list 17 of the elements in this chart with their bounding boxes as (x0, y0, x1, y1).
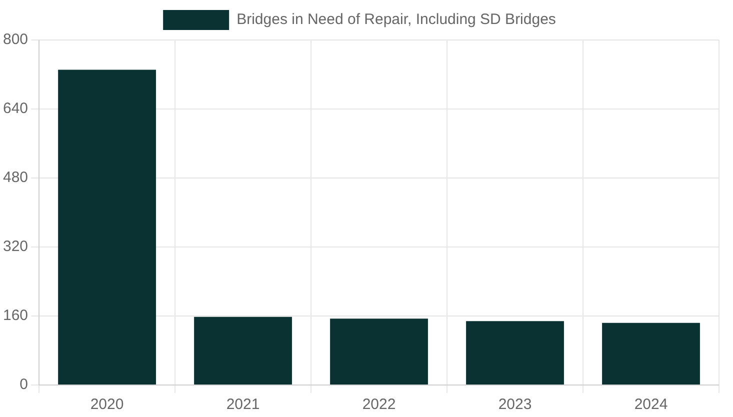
bar (194, 316, 292, 384)
x-tick-label: 2020 (90, 396, 124, 414)
x-tick-label: 2021 (226, 396, 260, 414)
bar (58, 70, 156, 384)
y-tick-label: 640 (2, 100, 28, 118)
x-tick-label: 2023 (498, 396, 532, 414)
bar (602, 322, 700, 384)
legend-label: Bridges in Need of Repair, Including SD Bridges (236, 11, 556, 28)
x-tick-label: 2024 (634, 396, 668, 414)
bar (330, 318, 428, 384)
y-tick-label: 800 (2, 31, 28, 48)
y-tick-label: 160 (2, 307, 28, 324)
y-tick-label: 0 (20, 376, 28, 394)
y-tick-label: 320 (2, 238, 28, 256)
y-tick-label: 480 (2, 169, 28, 186)
x-tick-label: 2022 (362, 396, 396, 414)
bar (466, 321, 564, 384)
